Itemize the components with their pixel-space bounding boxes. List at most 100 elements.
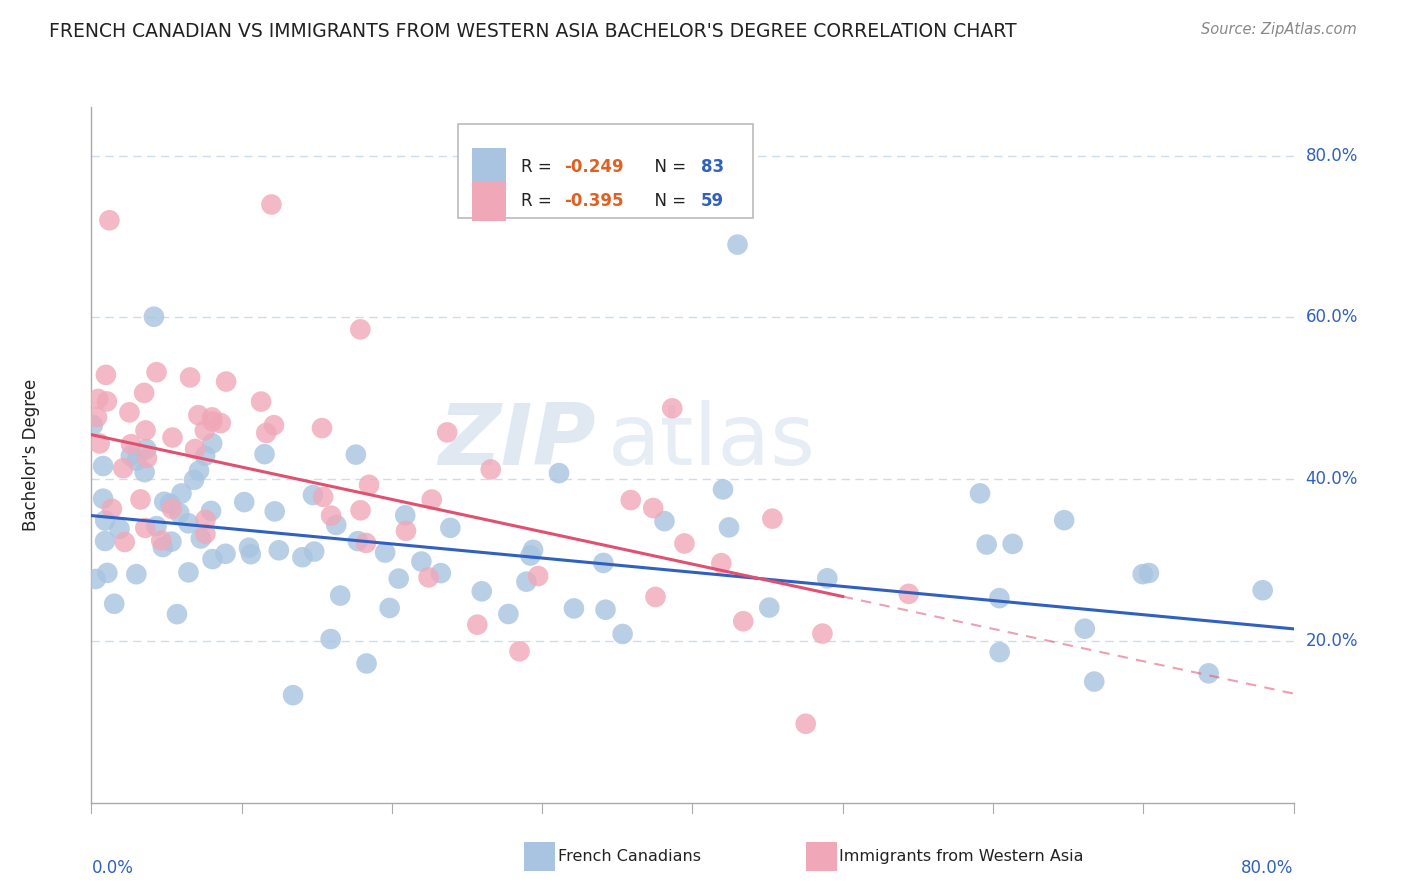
Point <box>1132 567 1154 582</box>
Point <box>89 436 111 450</box>
Text: FRENCH CANADIAN VS IMMIGRANTS FROM WESTERN ASIA BACHELOR'S DEGREE CORRELATION CH: FRENCH CANADIAN VS IMMIGRANTS FROM WESTE… <box>49 22 1017 41</box>
Text: 83: 83 <box>700 158 724 176</box>
Point <box>976 537 998 551</box>
Point <box>134 521 156 535</box>
Point <box>661 401 683 416</box>
Text: -0.395: -0.395 <box>564 193 623 211</box>
Point <box>190 532 212 546</box>
Bar <box>472 182 506 220</box>
Point <box>177 516 200 531</box>
Point <box>238 541 260 555</box>
Point <box>84 572 107 586</box>
Point <box>179 370 201 384</box>
Text: 60.0%: 60.0% <box>1306 309 1358 326</box>
Point <box>153 494 176 508</box>
Point <box>233 495 256 509</box>
Text: atlas: atlas <box>609 400 817 483</box>
Point <box>250 394 273 409</box>
Text: -0.249: -0.249 <box>564 158 623 176</box>
Point <box>201 436 224 450</box>
Point <box>349 322 371 336</box>
Point <box>209 416 232 430</box>
Text: N =: N = <box>644 193 692 211</box>
Point <box>129 492 152 507</box>
Point <box>673 536 696 550</box>
Point <box>86 410 108 425</box>
Point <box>94 514 117 528</box>
Point <box>118 405 141 419</box>
Point <box>125 567 148 582</box>
Point <box>527 569 550 583</box>
Point <box>201 414 224 428</box>
Point <box>302 488 325 502</box>
Point <box>519 549 541 563</box>
Point <box>1001 537 1024 551</box>
Point <box>794 716 817 731</box>
Point <box>166 607 188 622</box>
Point <box>465 617 488 632</box>
Point <box>1083 674 1105 689</box>
Text: 0.0%: 0.0% <box>91 859 134 878</box>
Point <box>354 536 377 550</box>
Point <box>103 597 125 611</box>
Point <box>1137 566 1160 580</box>
Point <box>94 368 117 382</box>
Point <box>281 688 304 702</box>
Point <box>717 520 740 534</box>
Point <box>711 483 734 497</box>
Point <box>215 375 238 389</box>
Point <box>969 486 991 500</box>
Point <box>643 501 665 516</box>
Point <box>263 504 285 518</box>
Point <box>254 425 277 440</box>
Bar <box>472 147 506 186</box>
Point <box>96 566 118 580</box>
Text: Bachelor's Degree: Bachelor's Degree <box>22 379 41 531</box>
Point <box>319 632 342 646</box>
Point <box>200 504 222 518</box>
Point <box>142 310 165 324</box>
Point <box>159 497 181 511</box>
Point <box>349 503 371 517</box>
Point <box>150 533 173 548</box>
Text: Immigrants from Western Asia: Immigrants from Western Asia <box>839 849 1084 863</box>
Point <box>91 491 114 506</box>
Point <box>170 486 193 500</box>
Point <box>114 535 136 549</box>
Point <box>177 566 200 580</box>
Text: 59: 59 <box>700 193 724 211</box>
Point <box>145 519 167 533</box>
Point <box>183 473 205 487</box>
Point <box>758 600 780 615</box>
Point <box>394 508 416 523</box>
Point <box>134 424 156 438</box>
Point <box>329 589 352 603</box>
Point <box>592 556 614 570</box>
Point <box>897 587 920 601</box>
Point <box>162 431 184 445</box>
Text: Source: ZipAtlas.com: Source: ZipAtlas.com <box>1201 22 1357 37</box>
Point <box>152 540 174 554</box>
Point <box>411 555 433 569</box>
Point <box>260 197 283 211</box>
Text: French Canadians: French Canadians <box>558 849 702 863</box>
Point <box>125 453 148 467</box>
Point <box>509 644 531 658</box>
FancyBboxPatch shape <box>458 124 752 219</box>
Text: 80.0%: 80.0% <box>1241 859 1294 878</box>
Point <box>1053 513 1076 527</box>
Point <box>548 466 571 480</box>
Point <box>498 607 520 621</box>
Text: 20.0%: 20.0% <box>1306 632 1358 650</box>
Point <box>291 550 314 565</box>
Point <box>418 570 440 584</box>
Point <box>82 417 104 432</box>
Point <box>654 514 676 528</box>
Point <box>120 437 142 451</box>
Point <box>194 424 217 438</box>
Point <box>988 645 1011 659</box>
Point <box>302 544 325 558</box>
Text: 40.0%: 40.0% <box>1306 470 1358 488</box>
Point <box>815 571 838 585</box>
Point <box>1251 583 1274 598</box>
